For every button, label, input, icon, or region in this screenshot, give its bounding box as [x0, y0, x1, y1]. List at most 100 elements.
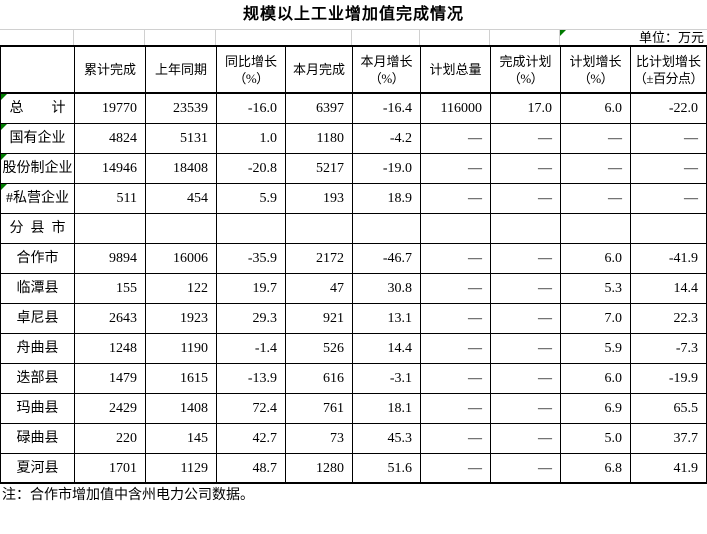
cell[interactable]: 9894	[75, 244, 146, 274]
cell[interactable]: —	[491, 184, 561, 214]
row-label-cell[interactable]: 碌曲县	[1, 424, 75, 454]
header-cell[interactable]: 完成计划 （%）	[491, 47, 561, 92]
cell[interactable]: —	[421, 304, 491, 334]
cell[interactable]	[421, 214, 491, 244]
cell[interactable]: —	[491, 394, 561, 424]
cell[interactable]: —	[421, 274, 491, 304]
cell[interactable]: -19.0	[353, 154, 421, 184]
row-label-cell[interactable]: 夏河县	[1, 454, 75, 484]
cell[interactable]: 14.4	[353, 334, 421, 364]
cell[interactable]: 220	[75, 424, 146, 454]
cell[interactable]: —	[561, 124, 631, 154]
cell[interactable]	[75, 214, 146, 244]
cell[interactable]: -1.4	[217, 334, 286, 364]
cell[interactable]: —	[491, 154, 561, 184]
cell[interactable]: 65.5	[631, 394, 707, 424]
cell[interactable]: 22.3	[631, 304, 707, 334]
unit-row-cell[interactable]	[216, 30, 352, 45]
cell[interactable]: 14946	[75, 154, 146, 184]
cell[interactable]: 73	[286, 424, 353, 454]
cell[interactable]: —	[491, 124, 561, 154]
cell[interactable]	[491, 214, 561, 244]
cell[interactable]: 19770	[75, 94, 146, 124]
cell[interactable]	[217, 214, 286, 244]
unit-row-cell[interactable]	[352, 30, 420, 45]
cell[interactable]: -7.3	[631, 334, 707, 364]
cell[interactable]: -4.2	[353, 124, 421, 154]
cell[interactable]: —	[631, 124, 707, 154]
cell[interactable]: 6.0	[561, 94, 631, 124]
cell[interactable]: 18.1	[353, 394, 421, 424]
row-label-cell[interactable]: 总 计	[1, 94, 75, 124]
cell[interactable]: 2643	[75, 304, 146, 334]
unit-row-cell[interactable]	[0, 30, 74, 45]
cell[interactable]: —	[491, 424, 561, 454]
cell[interactable]: —	[421, 244, 491, 274]
cell[interactable]: 72.4	[217, 394, 286, 424]
cell[interactable]: 17.0	[491, 94, 561, 124]
cell[interactable]: 42.7	[217, 424, 286, 454]
cell[interactable]: 1479	[75, 364, 146, 394]
cell[interactable]: 4824	[75, 124, 146, 154]
cell[interactable]: 511	[75, 184, 146, 214]
row-label-cell[interactable]: 国有企业	[1, 124, 75, 154]
cell[interactable]: 23539	[146, 94, 217, 124]
cell[interactable]: —	[631, 154, 707, 184]
unit-row-cell[interactable]	[145, 30, 216, 45]
header-cell-rowlabel[interactable]	[1, 47, 75, 92]
cell[interactable]: 6397	[286, 94, 353, 124]
cell[interactable]: 1129	[146, 454, 217, 484]
cell[interactable]: 5.9	[561, 334, 631, 364]
cell[interactable]: 921	[286, 304, 353, 334]
cell[interactable]: 1615	[146, 364, 217, 394]
header-cell[interactable]: 比计划增长 （±百分点）	[631, 47, 707, 92]
cell[interactable]: 5131	[146, 124, 217, 154]
unit-cell[interactable]: 单位：万元	[560, 30, 707, 45]
cell[interactable]: 454	[146, 184, 217, 214]
cell[interactable]: —	[631, 184, 707, 214]
row-label-cell[interactable]: 迭部县	[1, 364, 75, 394]
cell[interactable]: 122	[146, 274, 217, 304]
cell[interactable]: 13.1	[353, 304, 421, 334]
cell[interactable]	[631, 214, 707, 244]
cell[interactable]: 761	[286, 394, 353, 424]
cell[interactable]: —	[491, 364, 561, 394]
cell[interactable]: -22.0	[631, 94, 707, 124]
cell[interactable]: 5.3	[561, 274, 631, 304]
cell[interactable]	[146, 214, 217, 244]
cell[interactable]: -13.9	[217, 364, 286, 394]
header-cell[interactable]: 本月增长 （%）	[353, 47, 421, 92]
cell[interactable]: -3.1	[353, 364, 421, 394]
cell[interactable]: 5.0	[561, 424, 631, 454]
row-label-cell[interactable]: 股份制企业	[1, 154, 75, 184]
cell[interactable]: -19.9	[631, 364, 707, 394]
cell[interactable]: —	[421, 394, 491, 424]
header-cell[interactable]: 累计完成	[75, 47, 146, 92]
row-label-cell[interactable]: 玛曲县	[1, 394, 75, 424]
cell[interactable]: -20.8	[217, 154, 286, 184]
cell[interactable]: —	[491, 244, 561, 274]
header-cell[interactable]: 同比增长 （%）	[217, 47, 286, 92]
unit-row-cell[interactable]	[420, 30, 490, 45]
cell[interactable]: 5.9	[217, 184, 286, 214]
cell[interactable]: 14.4	[631, 274, 707, 304]
cell[interactable]: -35.9	[217, 244, 286, 274]
cell[interactable]: 526	[286, 334, 353, 364]
cell[interactable]: —	[491, 274, 561, 304]
cell[interactable]	[353, 214, 421, 244]
unit-row-cell[interactable]	[490, 30, 560, 45]
cell[interactable]: 41.9	[631, 454, 707, 484]
cell[interactable]: —	[421, 184, 491, 214]
cell[interactable]: 1923	[146, 304, 217, 334]
cell[interactable]: 6.0	[561, 364, 631, 394]
row-label-cell[interactable]: 卓尼县	[1, 304, 75, 334]
row-label-cell[interactable]: #私营企业	[1, 184, 75, 214]
row-label-cell[interactable]: 分 县 市	[1, 214, 75, 244]
cell[interactable]: 116000	[421, 94, 491, 124]
cell[interactable]: 48.7	[217, 454, 286, 484]
cell[interactable]: 6.8	[561, 454, 631, 484]
cell[interactable]: 18.9	[353, 184, 421, 214]
cell[interactable]: 47	[286, 274, 353, 304]
header-cell[interactable]: 上年同期	[146, 47, 217, 92]
header-cell[interactable]: 计划总量	[421, 47, 491, 92]
